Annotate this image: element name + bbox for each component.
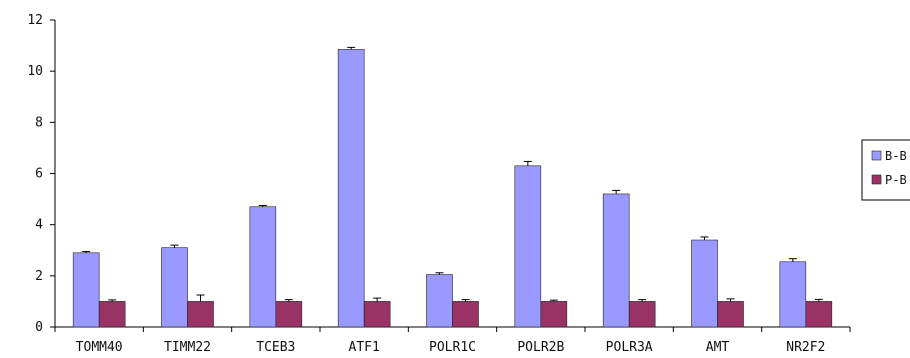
x-tick-label: AMT — [706, 340, 730, 355]
y-tick-label: 8 — [35, 115, 43, 130]
bar-p-b-polr2b — [540, 301, 568, 328]
bar-b-b-nr2f2 — [779, 261, 807, 328]
y-tick-label: 12 — [27, 13, 43, 28]
bar-p-b-nr2f2 — [805, 301, 833, 328]
bar-p-b-tceb3 — [275, 301, 303, 328]
y-tick-label: 0 — [35, 320, 43, 335]
bar-b-b-amt — [691, 239, 718, 328]
y-tick-label: 10 — [27, 64, 43, 79]
bar-b-b-polr3a — [602, 193, 630, 328]
legend: B-B P-B — [861, 139, 910, 201]
x-tick-label: TOMM40 — [76, 340, 123, 355]
x-tick-label: POLR1C — [429, 340, 476, 355]
bar-p-b-tomm40 — [98, 301, 126, 328]
bar-b-b-polr1c — [426, 274, 453, 328]
x-axis: TOMM40 TIMM22 TCEB3 ATF1 POLR1C POLR2B POLR3A A… — [54, 326, 851, 355]
legend-swatch — [871, 150, 882, 161]
x-tick-label: POLR3A — [606, 340, 653, 355]
x-tick-label: POLR2B — [517, 340, 564, 355]
legend-swatch — [871, 174, 882, 185]
x-tick-label: TCEB3 — [256, 340, 295, 355]
legend-box — [861, 139, 910, 201]
bar-p-b-timm22 — [187, 301, 214, 328]
bar-p-b-polr3a — [628, 301, 656, 328]
bar-b-b-atf1 — [337, 49, 365, 328]
bar-b-b-tceb3 — [249, 206, 277, 328]
x-tick-label: NR2F2 — [786, 340, 825, 355]
bar-p-b-polr1c — [452, 301, 479, 328]
bars — [72, 46, 833, 328]
bar-b-b-timm22 — [161, 247, 188, 328]
y-tick-label: 2 — [35, 269, 43, 284]
y-axis: 0 2 4 6 8 10 12 — [27, 13, 56, 335]
bar-p-b-amt — [717, 301, 744, 328]
bar-b-b-tomm40 — [72, 252, 100, 328]
x-tick-label: ATF1 — [349, 340, 380, 355]
bar-p-b-atf1 — [363, 301, 391, 328]
y-tick-label: 6 — [35, 167, 43, 182]
y-tick-label: 4 — [35, 218, 43, 233]
x-tick-label: TIMM22 — [164, 340, 211, 355]
legend-label: P-B — [885, 173, 907, 187]
bar-b-b-polr2b — [514, 165, 542, 328]
legend-label: B-B — [885, 149, 907, 163]
